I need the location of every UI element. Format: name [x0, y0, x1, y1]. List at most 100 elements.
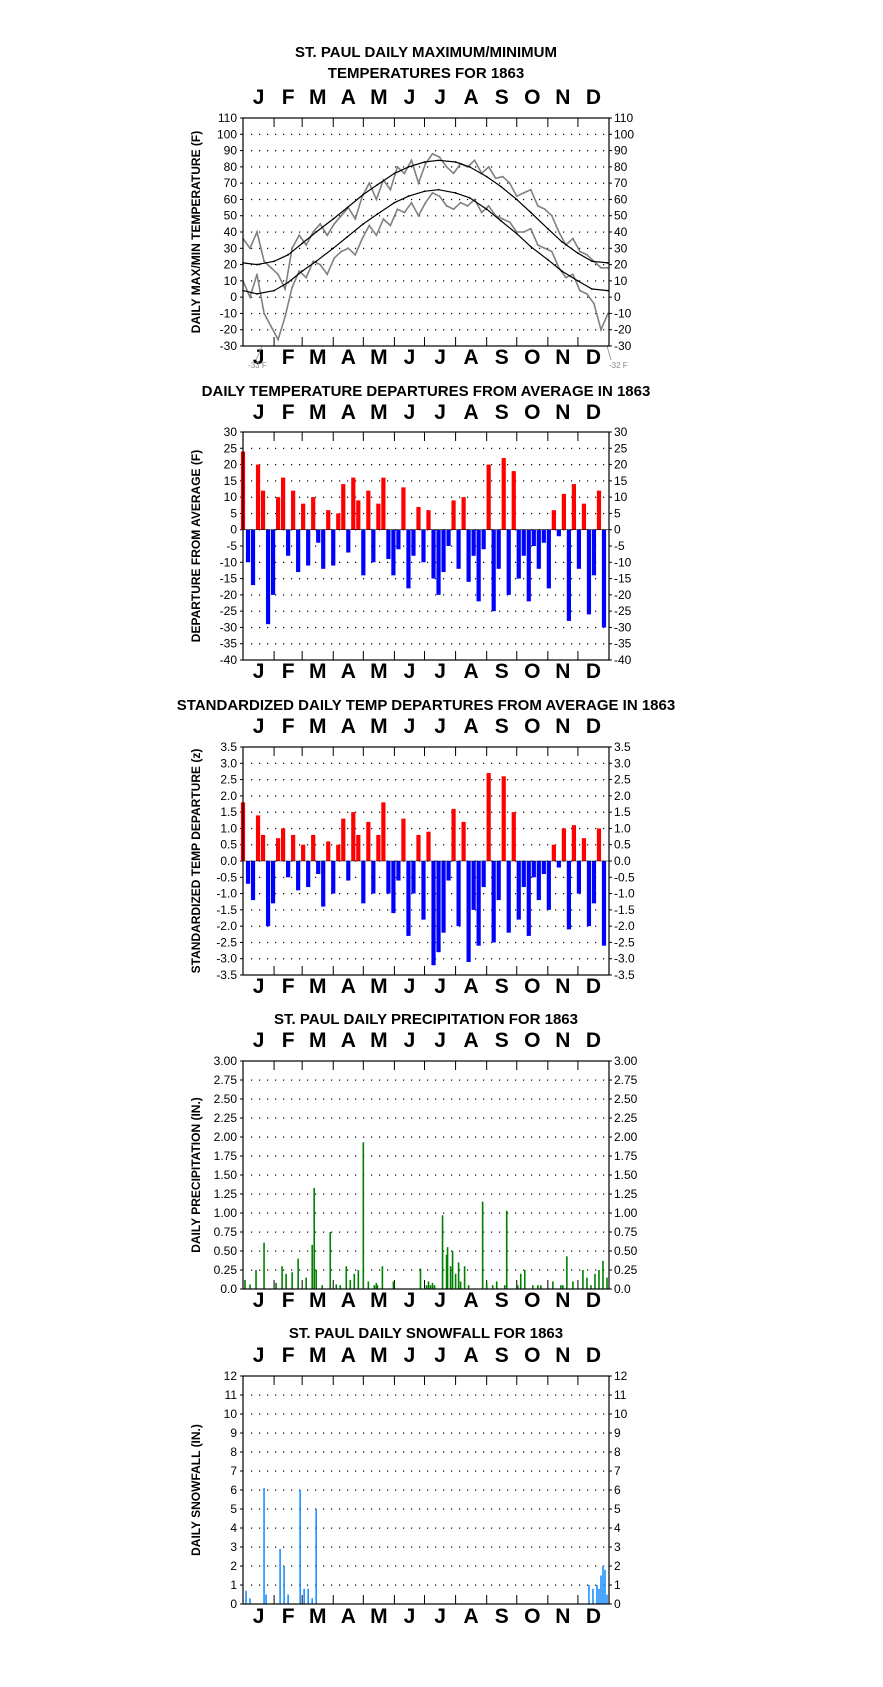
grid-dot [419, 643, 421, 645]
grid-dot [523, 643, 525, 645]
grid-dot [307, 925, 309, 927]
grid-dot [427, 1231, 429, 1233]
grid-dot [315, 1451, 317, 1453]
grid-dot [467, 1432, 469, 1434]
grid-dot [547, 941, 549, 944]
grid-dot [531, 941, 533, 944]
y-tick-label-left: 2.0 [220, 789, 237, 803]
bar [291, 1272, 293, 1289]
grid-dot [331, 578, 333, 580]
grid-dot [443, 1394, 445, 1396]
grid-dot [387, 1527, 389, 1529]
grid-dot [507, 231, 509, 233]
grid-dot [291, 1584, 293, 1586]
data-point-normal-min [376, 213, 379, 215]
y-tick-label-right: -35 [614, 637, 632, 651]
grid-dot [507, 1565, 509, 1567]
grid-dot [339, 958, 341, 960]
grid-dot [323, 1212, 325, 1214]
grid-dot [251, 329, 253, 331]
bar [592, 1588, 594, 1604]
data-point-observed-min [529, 227, 532, 230]
grid-dot [259, 1098, 261, 1100]
data-point-normal-min [362, 222, 365, 225]
grid-dot [459, 198, 461, 201]
grid-dot [363, 610, 365, 612]
grid-dot [323, 296, 325, 298]
grid-dot [371, 811, 373, 813]
grid-dot [451, 1136, 453, 1138]
grid-dot [387, 198, 389, 201]
grid-dot [355, 133, 357, 135]
grid-dot [419, 464, 421, 466]
grid-dot [475, 296, 477, 298]
data-point-normal-min [287, 281, 290, 284]
grid-dot [579, 1451, 581, 1453]
grid-dot [555, 909, 557, 911]
grid-dot [411, 561, 413, 563]
grid-dot [259, 231, 261, 233]
grid-dot [555, 893, 557, 895]
grid-dot [315, 496, 317, 498]
y-tick-label-left: 3.0 [220, 756, 237, 770]
grid-dot [323, 329, 325, 331]
bar [303, 1588, 305, 1604]
grid-dot [555, 1413, 557, 1415]
grid-dot [499, 215, 501, 217]
bar [526, 529, 531, 602]
grid-dot [579, 133, 581, 135]
bar [476, 861, 481, 946]
grid-dot [411, 166, 413, 168]
grid-dot [475, 561, 477, 563]
grid-dot [587, 329, 589, 331]
bar [429, 1285, 432, 1289]
grid-dot [291, 827, 293, 830]
bar [331, 529, 336, 566]
grid-dot [411, 610, 413, 612]
grid-dot [507, 610, 509, 612]
grid-dot [395, 496, 397, 498]
grid-dot [571, 578, 573, 580]
bar [371, 529, 376, 563]
grid-dot [555, 312, 557, 315]
month-label-top: D [586, 1029, 601, 1052]
month-label-top: D [586, 715, 601, 738]
grid-dot [555, 594, 557, 596]
data-point-normal-max [468, 165, 471, 168]
grid-dot [571, 231, 573, 233]
y-tick-label-right: -2.0 [614, 919, 635, 933]
data-point-observed-max [326, 234, 329, 237]
grid-dot [315, 844, 317, 846]
bar [431, 861, 436, 966]
grid-dot [395, 280, 397, 282]
grid-dot [267, 280, 269, 282]
grid-dot [315, 876, 317, 878]
grid-dot [331, 811, 333, 813]
grid-dot [475, 1098, 477, 1100]
grid-dot [435, 512, 437, 515]
grid-dot [395, 512, 397, 515]
grid-dot [331, 215, 333, 217]
grid-dot [531, 296, 533, 298]
grid-dot [251, 811, 253, 813]
grid-dot [467, 594, 469, 596]
grid-dot [363, 464, 365, 466]
grid-dot [523, 1098, 525, 1100]
grid-dot [395, 480, 397, 482]
bar [265, 861, 271, 927]
grid-dot [371, 215, 373, 217]
grid-dot [563, 643, 565, 645]
grid-dot [283, 1546, 285, 1548]
month-label-top: O [524, 1029, 540, 1052]
grid-dot [251, 1098, 253, 1100]
grid-dot [331, 958, 333, 960]
grid-dot [379, 312, 381, 315]
grid-dot [251, 1565, 253, 1567]
grid-dot [259, 296, 261, 298]
grid-dot [355, 231, 357, 233]
grid-dot [595, 594, 597, 596]
y-tick-label-right: 2 [614, 1559, 621, 1573]
grid-dot [475, 1136, 477, 1138]
grid-dot [579, 958, 581, 960]
grid-dot [491, 1565, 493, 1567]
